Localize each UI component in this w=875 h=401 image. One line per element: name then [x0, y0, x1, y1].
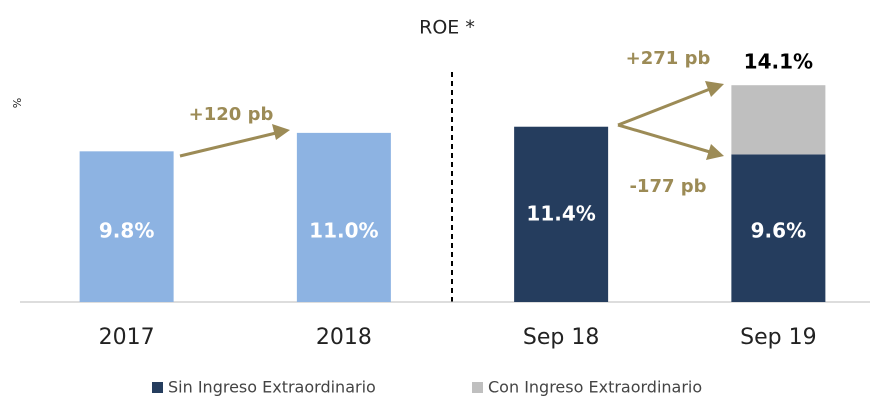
- legend-label: Sin Ingreso Extraordinario: [168, 378, 376, 397]
- bar: [731, 154, 826, 302]
- legend-label: Con Ingreso Extraordinario: [488, 378, 702, 397]
- bar: [731, 85, 826, 155]
- bar: [514, 126, 609, 302]
- value-label: 11.0%: [309, 219, 378, 243]
- annotation: +120 pb: [189, 104, 274, 125]
- annotation: -177 pb: [629, 176, 706, 197]
- x-tick-label: 2018: [316, 325, 372, 350]
- legend-swatch: [472, 382, 483, 393]
- bar: [296, 132, 391, 302]
- chart-title: ROE *: [419, 17, 475, 39]
- legend-swatch: [152, 382, 163, 393]
- value-label: 9.8%: [99, 219, 154, 243]
- x-tick-label: Sep 18: [523, 325, 599, 350]
- x-tick-label: Sep 19: [740, 325, 816, 350]
- value-label: 9.6%: [751, 219, 806, 243]
- total-label: 14.1%: [744, 50, 813, 74]
- x-tick-label: 2017: [99, 325, 155, 350]
- annotation: +271 pb: [626, 48, 711, 69]
- bar: [79, 151, 174, 302]
- value-label: 11.4%: [526, 202, 595, 226]
- y-axis-label: %: [11, 98, 24, 108]
- arrows: [179, 81, 724, 160]
